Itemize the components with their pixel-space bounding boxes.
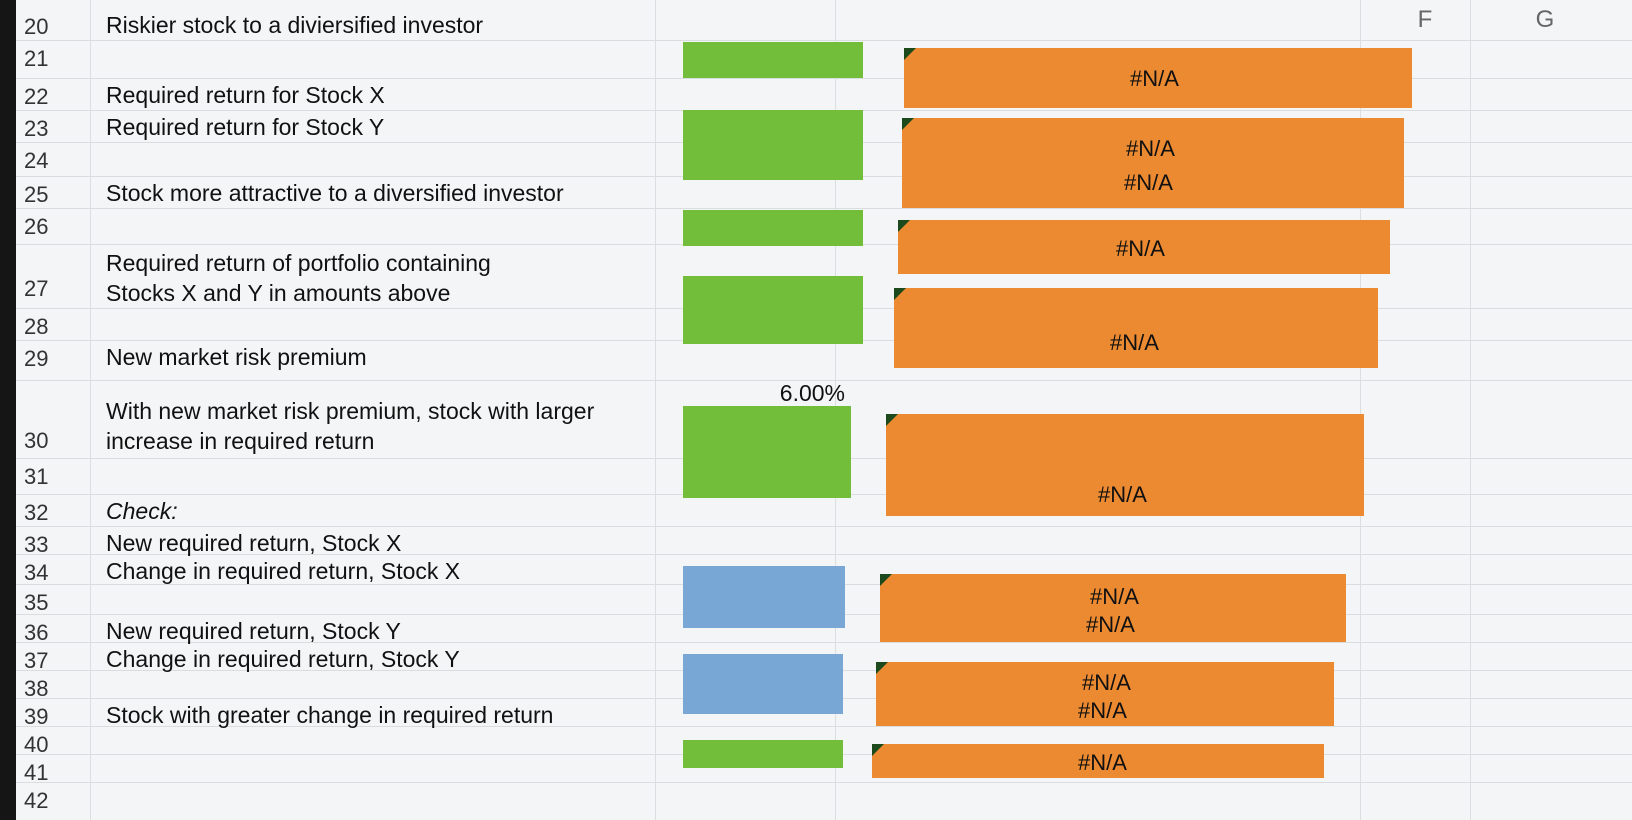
output-cell-larger-increase[interactable]: #N/A <box>886 414 1364 516</box>
row-number: 22 <box>24 84 49 109</box>
row-32[interactable]: 32 Check: <box>16 494 1632 527</box>
na-value: #N/A <box>1090 584 1139 609</box>
input-cell-stock-y-check[interactable] <box>683 654 843 714</box>
row-number: 36 <box>24 620 49 645</box>
cell-label[interactable]: Stock with greater change in required re… <box>106 702 554 728</box>
na-value: #N/A <box>1082 670 1131 695</box>
row-number: 34 <box>24 560 49 585</box>
row-number: 38 <box>24 676 49 701</box>
row-number: 25 <box>24 182 49 207</box>
na-value: #N/A <box>1124 170 1173 195</box>
cell-label[interactable]: New required return, Stock X <box>106 530 402 556</box>
row-number: 27 <box>24 276 49 301</box>
column-header-f[interactable]: F <box>1417 6 1433 33</box>
market-risk-premium-value[interactable]: 6.00% <box>779 380 845 406</box>
na-value: #N/A <box>1086 612 1135 637</box>
cell-label[interactable]: New required return, Stock Y <box>106 618 401 644</box>
output-cell-riskier-stock[interactable]: #N/A <box>904 48 1412 108</box>
output-cell-greater-change[interactable]: #N/A <box>872 744 1324 778</box>
row-42[interactable]: 42 <box>16 782 1632 820</box>
column-header-g[interactable]: G <box>1535 6 1555 33</box>
row-21[interactable]: 21 <box>16 40 1632 79</box>
input-cell-larger-increase[interactable] <box>683 406 851 498</box>
row-number: 37 <box>24 648 49 673</box>
cell-label[interactable]: Riskier stock to a diviersified investor <box>106 12 484 38</box>
output-cell-required-returns[interactable]: #N/A #N/A <box>902 118 1404 208</box>
row-number: 41 <box>24 760 49 785</box>
row-number: 20 <box>24 14 49 39</box>
na-value: #N/A <box>1078 750 1127 775</box>
na-value: #N/A <box>1116 236 1165 261</box>
cell-label[interactable]: Required return of portfolio containing … <box>106 250 491 306</box>
row-number: 29 <box>24 346 49 371</box>
output-cell-more-attractive[interactable]: #N/A <box>898 220 1390 274</box>
na-value: #N/A <box>1130 66 1179 91</box>
cell-label[interactable]: Change in required return, Stock Y <box>106 646 460 672</box>
input-cell-stock-x-check[interactable] <box>683 566 845 628</box>
output-cell-stock-y-check[interactable]: #N/A #N/A <box>876 662 1334 726</box>
row-number: 24 <box>24 148 49 173</box>
row-20[interactable]: 20 Riskier stock to a diviersified inves… <box>16 8 1632 41</box>
row-29[interactable]: 29 New market risk premium <box>16 340 1632 381</box>
cell-label[interactable]: With new market risk premium, stock with… <box>106 398 595 454</box>
input-cell-portfolio-return[interactable] <box>683 276 863 344</box>
cell-label[interactable]: Required return for Stock Y <box>106 114 385 140</box>
row-number: 32 <box>24 500 49 525</box>
row-number: 21 <box>24 46 49 71</box>
na-value: #N/A <box>1126 136 1175 161</box>
na-value: #N/A <box>1110 330 1159 355</box>
row-33[interactable]: 33 New required return, Stock X <box>16 526 1632 557</box>
cell-label[interactable]: New market risk premium <box>106 344 367 370</box>
cell-label[interactable]: Required return for Stock X <box>106 82 385 108</box>
row-number: 26 <box>24 214 49 239</box>
row-number: 40 <box>24 732 49 757</box>
row-25[interactable]: 25 Stock more attractive to a diversifie… <box>16 176 1632 209</box>
input-cell-more-attractive[interactable] <box>683 210 863 246</box>
cell-label[interactable]: Check: <box>106 498 178 524</box>
row-41[interactable]: 41 <box>16 754 1632 785</box>
output-cell-stock-x-check[interactable]: #N/A #N/A <box>880 574 1346 642</box>
row-number: 33 <box>24 532 49 557</box>
row-36[interactable]: 36 New required return, Stock Y <box>16 614 1632 645</box>
row-number: 30 <box>24 428 49 453</box>
row-39[interactable]: 39 Stock with greater change in required… <box>16 698 1632 729</box>
na-value: #N/A <box>1098 482 1147 507</box>
row-number: 23 <box>24 116 49 141</box>
row-number: 39 <box>24 704 49 729</box>
monitor-bezel <box>0 0 16 820</box>
na-value: #N/A <box>1078 698 1127 723</box>
row-number: 28 <box>24 314 49 339</box>
output-cell-portfolio-return[interactable]: #N/A <box>894 288 1378 368</box>
input-cell-greater-change[interactable] <box>683 740 843 768</box>
cell-label[interactable]: Stock more attractive to a diversified i… <box>106 180 564 206</box>
row-number: 35 <box>24 590 49 615</box>
input-cell-required-returns[interactable] <box>683 110 863 180</box>
row-number: 31 <box>24 464 49 489</box>
cell-label[interactable]: Change in required return, Stock X <box>106 558 461 584</box>
row-number: 42 <box>24 788 49 813</box>
input-cell-riskier-stock[interactable] <box>683 42 863 78</box>
